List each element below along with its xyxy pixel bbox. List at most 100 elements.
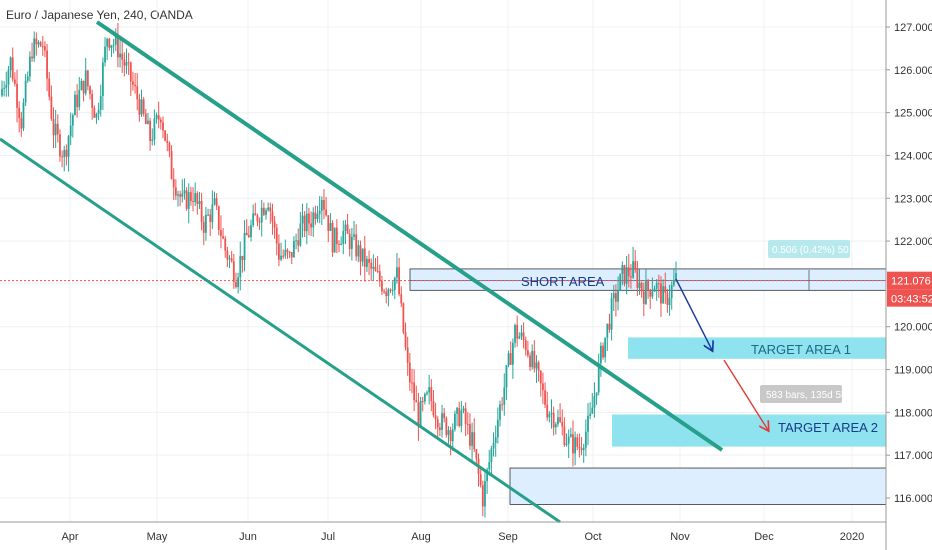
- candle-body: [147, 120, 149, 124]
- candle-body: [61, 156, 64, 158]
- support-zone-zone: [509, 467, 887, 505]
- last-price-badge-bg: [887, 271, 932, 290]
- candle-body: [419, 400, 422, 427]
- candle-body: [610, 298, 613, 330]
- candle-body: [80, 80, 83, 91]
- x-tick-label: May: [147, 531, 168, 543]
- candle-body: [280, 255, 282, 260]
- candle-body: [202, 221, 205, 233]
- candle-body: [531, 350, 534, 367]
- x-tick-label: Dec: [754, 531, 774, 543]
- candle-body: [393, 277, 396, 291]
- candle-body: [494, 437, 497, 443]
- candle-body: [132, 81, 134, 85]
- candle-body: [451, 429, 454, 442]
- candle-body: [24, 80, 27, 103]
- candle-body: [537, 362, 540, 371]
- candle-body: [604, 337, 607, 358]
- candle-body: [385, 291, 388, 297]
- candle-body: [376, 270, 379, 272]
- candle-body: [215, 198, 218, 207]
- candle-body: [125, 62, 128, 66]
- y-tick-label: 122.000: [894, 236, 932, 248]
- candle-body: [65, 149, 68, 157]
- candle-body: [475, 449, 478, 459]
- candle-body: [252, 213, 255, 226]
- candle-body: [91, 94, 94, 108]
- candle-body: [368, 258, 370, 263]
- candle-body: [599, 345, 602, 364]
- candle-body: [520, 332, 523, 337]
- candle-body: [670, 285, 673, 299]
- candle-body: [121, 53, 124, 60]
- candle-body: [26, 76, 29, 81]
- candle-body: [151, 139, 154, 141]
- candle-body: [82, 80, 85, 94]
- channel-lines: [0, 20, 724, 524]
- candle-body: [621, 265, 624, 274]
- candle-body: [642, 291, 645, 304]
- candle-body: [576, 437, 579, 447]
- candle-body: [417, 402, 420, 427]
- candle-body: [162, 122, 164, 131]
- candle-body: [258, 221, 261, 223]
- candle-body: [164, 130, 167, 141]
- candle-body: [348, 233, 351, 249]
- candle-body: [155, 115, 158, 119]
- candle-body: [108, 38, 111, 48]
- candle-body: [344, 224, 347, 232]
- candle-body: [112, 44, 115, 46]
- candle-body: [312, 212, 315, 228]
- candle-body: [303, 215, 306, 232]
- candle-body: [29, 56, 31, 77]
- candle-body: [574, 437, 577, 454]
- candle-body: [333, 227, 336, 253]
- candle-body: [355, 234, 358, 257]
- candle-body: [271, 211, 274, 222]
- candle-body: [503, 387, 506, 405]
- candle-body: [428, 387, 431, 393]
- candle-body: [331, 222, 334, 253]
- measure-badge-label: 0.506 (0.42%) 50.6: [772, 245, 857, 256]
- candle-body: [462, 408, 465, 411]
- candle-body: [119, 53, 121, 58]
- candle-body: [104, 46, 106, 63]
- candle-body: [589, 413, 592, 416]
- candle-body: [488, 461, 491, 470]
- countdown-label: 03:43:52: [891, 294, 932, 306]
- last-price-label: 121.076: [891, 276, 931, 288]
- candle-body: [353, 234, 355, 237]
- candle-body: [518, 336, 521, 339]
- candle-body: [288, 251, 291, 253]
- candle-body: [655, 283, 658, 289]
- candle-body: [41, 46, 44, 48]
- candle-body: [316, 213, 319, 220]
- red-arrow: [723, 359, 768, 430]
- candle-body: [507, 353, 510, 366]
- candle-body: [490, 448, 493, 462]
- y-tick-label: 120.000: [894, 322, 932, 334]
- candle-body: [387, 289, 390, 297]
- candle-body: [232, 261, 235, 282]
- candle-body: [638, 282, 641, 288]
- candle-body: [595, 392, 598, 397]
- candle-body: [591, 407, 594, 414]
- candle-body: [196, 193, 199, 204]
- candle-body: [299, 223, 302, 246]
- candle-body: [37, 42, 40, 45]
- candle-body: [529, 355, 531, 367]
- candle-body: [1, 88, 3, 96]
- candle-body: [46, 50, 48, 79]
- x-tick-label: Sep: [498, 531, 518, 543]
- candle-body: [544, 390, 546, 405]
- candle-body: [237, 277, 240, 288]
- blue-arrow: [675, 278, 712, 350]
- candle-body: [587, 415, 589, 432]
- candle-body: [69, 125, 72, 137]
- candle-body: [127, 62, 130, 64]
- candle-body: [273, 221, 276, 228]
- candle-body: [226, 250, 229, 260]
- measure-badge-bg: [768, 240, 850, 258]
- candle-body: [550, 412, 553, 415]
